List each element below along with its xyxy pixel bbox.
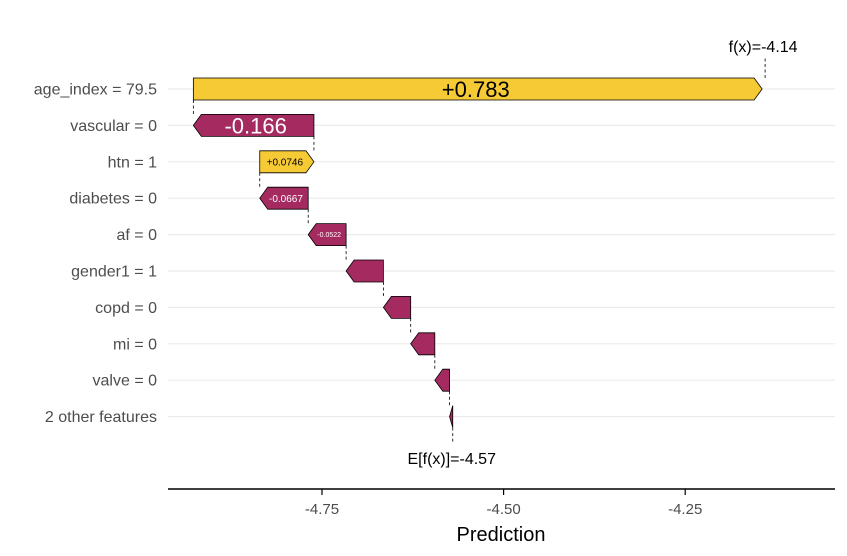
feature-label: af = 0 xyxy=(117,227,158,244)
bar-value-label: -0.0522 xyxy=(317,232,341,239)
feature-label: valve = 0 xyxy=(93,373,158,390)
bar-valve xyxy=(434,368,450,392)
feature-label: age_index = 79.5 xyxy=(34,82,157,99)
bar-2 xyxy=(449,405,454,428)
x-tick-label: -4.50 xyxy=(486,501,520,518)
feature-label: gender1 = 1 xyxy=(71,264,157,281)
bar-value-label: -0.166 xyxy=(224,113,286,138)
feature-label: htn = 1 xyxy=(108,154,157,171)
x-axis-title: Prediction xyxy=(457,524,546,546)
bar-value-label: +0.783 xyxy=(442,77,510,102)
x-tick-label: -4.75 xyxy=(305,501,339,518)
bar-af xyxy=(307,223,347,247)
bar-copd xyxy=(382,295,412,319)
feature-label: diabetes = 0 xyxy=(69,191,157,208)
connector-lines xyxy=(192,56,766,444)
x-tick-label: -4.25 xyxy=(668,501,702,518)
feature-labels: age_index = 79.5 vascular = 0 htn = 1 diabe… xyxy=(34,82,157,427)
bar-gender1 xyxy=(345,259,384,283)
feature-label: copd = 0 xyxy=(95,300,157,317)
bar-vascular xyxy=(192,114,315,137)
bar-htn xyxy=(259,150,315,174)
final-value-annotation: f(x)=-4.14 xyxy=(729,39,798,56)
base-value-annotation: E[f(x)]=-4.57 xyxy=(408,451,497,468)
bar-value-label: +0.0746 xyxy=(267,157,304,168)
feature-label: 2 other features xyxy=(45,409,157,426)
feature-label: vascular = 0 xyxy=(70,118,157,135)
bar-ageindex xyxy=(192,77,763,101)
bar-value-label: -0.0667 xyxy=(269,194,303,205)
x-axis: -4.75 -4.50 -4.25 xyxy=(168,488,835,518)
contribution-bars: +0.783 -0.166 +0.0746 -0.0667 -0.0522 xyxy=(192,77,763,428)
feature-label: mi = 0 xyxy=(113,336,157,353)
bar-mi xyxy=(410,332,436,356)
bar-diabetes xyxy=(259,186,309,210)
